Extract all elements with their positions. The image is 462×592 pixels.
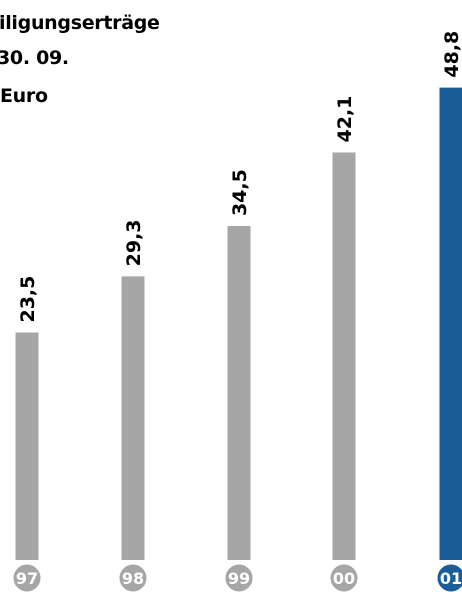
value-label-01: 48,8 bbox=[441, 31, 462, 78]
year-badge-00 bbox=[327, 561, 361, 592]
bar-01 bbox=[439, 87, 462, 560]
year-badge-01 bbox=[434, 561, 462, 592]
value-label-98: 29,3 bbox=[123, 219, 145, 266]
year-badge-98 bbox=[116, 561, 150, 592]
year-label-98: 98 bbox=[122, 569, 144, 588]
year-label-97: 97 bbox=[16, 569, 38, 588]
bar-98 bbox=[121, 276, 145, 560]
chart-title-line-1: iligungserträge bbox=[0, 12, 160, 34]
year-label-00: 00 bbox=[333, 569, 355, 588]
chart-title-line-2: 30. 09. bbox=[0, 47, 69, 69]
bar-00 bbox=[332, 152, 356, 561]
year-badge-99 bbox=[222, 561, 256, 592]
bar-99 bbox=[227, 226, 251, 561]
year-badge-97 bbox=[10, 561, 44, 592]
bar-97 bbox=[15, 332, 39, 560]
year-label-99: 99 bbox=[228, 569, 250, 588]
value-label-97: 23,5 bbox=[17, 276, 39, 323]
value-label-00: 42,1 bbox=[334, 96, 356, 143]
year-label-01: 01 bbox=[440, 569, 462, 588]
chart-title-line-3: Euro bbox=[0, 85, 48, 107]
value-label-99: 34,5 bbox=[229, 169, 251, 216]
